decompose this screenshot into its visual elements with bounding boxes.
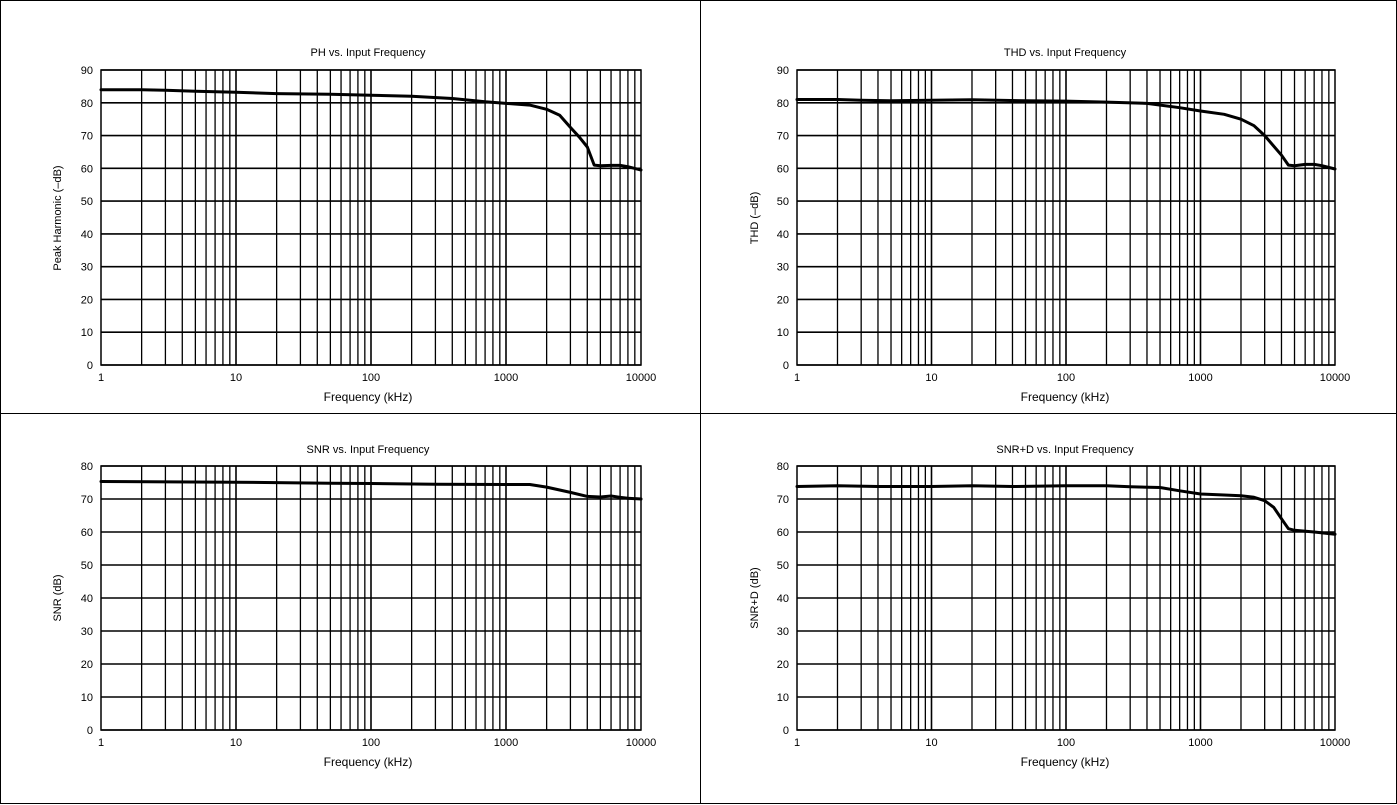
chart-svg-snr: SNR vs. Input Frequency Frequency (kHz) … [52,444,657,769]
y-tick-label: 30 [81,262,93,274]
x-tick-label: 10 [230,372,242,384]
y-tick-label: 50 [777,196,789,208]
y-tick-label: 60 [81,163,93,175]
y-tick-label: 40 [81,229,93,241]
chart-title: PH vs. Input Frequency [311,47,426,59]
y-tick-label: 20 [81,659,93,671]
x-tick-label: 1 [794,737,800,749]
x-tick-label: 10000 [626,372,657,384]
plot-frame [100,465,642,731]
y-tick-label: 30 [777,262,789,274]
x-tick-label: 100 [362,372,380,384]
y-tick-label: 0 [783,725,789,737]
y-axis-label: Peak Harmonic (–dB) [52,165,64,270]
x-axis-label: Frequency (kHz) [1021,755,1110,769]
y-tick-label: 10 [777,327,789,339]
plot-frame [796,69,1336,366]
chart-title: THD vs. Input Frequency [1004,47,1127,59]
series-line [99,480,643,501]
series-line [795,484,1337,536]
chart-panel-peak-harmonic: PH vs. Input Frequency Frequency (kHz) P… [0,0,701,414]
x-tick-label: 1000 [494,737,518,749]
plot-frame [796,465,1336,731]
y-tick-label: 50 [81,196,93,208]
x-tick-label: 1 [98,372,104,384]
y-tick-label: 90 [777,65,789,77]
y-axis-label: THD (–dB) [749,192,761,245]
y-tick-label: 50 [81,560,93,572]
y-tick-label: 70 [81,131,93,143]
y-tick-label: 80 [81,98,93,110]
y-tick-label: 10 [81,692,93,704]
y-tick-label: 70 [777,494,789,506]
y-tick-label: 0 [87,725,93,737]
x-tick-label: 100 [362,737,380,749]
chart-panel-snr-d: SNR+D vs. Input Frequency Frequency (kHz… [700,413,1397,804]
x-tick-label: 10000 [626,737,657,749]
y-tick-label: 80 [777,98,789,110]
y-tick-label: 10 [777,692,789,704]
y-tick-label: 60 [81,527,93,539]
y-tick-label: 0 [87,360,93,372]
chart-svg-thd: THD vs. Input Frequency Frequency (kHz) … [749,47,1351,404]
y-tick-label: 80 [777,461,789,473]
x-tick-label: 10 [925,737,937,749]
series-line [99,88,643,172]
x-axis-label: Frequency (kHz) [324,755,413,769]
series-line [795,98,1337,171]
y-tick-label: 70 [81,494,93,506]
grid-lines [797,69,1335,366]
x-tick-label: 10000 [1320,372,1351,384]
chart-svg-peak-harmonic: PH vs. Input Frequency Frequency (kHz) P… [52,47,657,404]
y-tick-label: 40 [777,593,789,605]
y-tick-label: 70 [777,131,789,143]
y-axis-label: SNR (dB) [52,574,64,621]
x-axis-label: Frequency (kHz) [324,390,413,404]
x-tick-label: 100 [1057,372,1075,384]
y-tick-label: 90 [81,65,93,77]
grid-lines [101,465,641,731]
chart-svg-snr-d: SNR+D vs. Input Frequency Frequency (kHz… [749,444,1351,769]
x-tick-label: 10 [925,372,937,384]
x-tick-label: 1000 [494,372,518,384]
y-tick-label: 0 [783,360,789,372]
grid-lines [797,465,1335,731]
y-tick-label: 80 [81,461,93,473]
x-axis-label: Frequency (kHz) [1021,390,1110,404]
y-axis-label: SNR+D (dB) [749,567,761,628]
chart-title: SNR vs. Input Frequency [307,444,430,456]
x-tick-label: 1000 [1188,737,1212,749]
y-tick-label: 40 [81,593,93,605]
y-tick-label: 30 [777,626,789,638]
x-tick-label: 1 [98,737,104,749]
y-tick-label: 20 [777,294,789,306]
x-tick-label: 1000 [1188,372,1212,384]
y-tick-label: 50 [777,560,789,572]
x-tick-label: 10000 [1320,737,1351,749]
y-tick-label: 60 [777,527,789,539]
chart-title: SNR+D vs. Input Frequency [996,444,1134,456]
plot-frame [100,69,642,366]
y-tick-label: 40 [777,229,789,241]
x-tick-label: 100 [1057,737,1075,749]
y-tick-label: 20 [777,659,789,671]
chart-panel-thd: THD vs. Input Frequency Frequency (kHz) … [700,0,1397,414]
y-tick-label: 30 [81,626,93,638]
y-tick-label: 60 [777,163,789,175]
x-tick-label: 10 [230,737,242,749]
y-tick-label: 10 [81,327,93,339]
chart-panel-snr: SNR vs. Input Frequency Frequency (kHz) … [0,413,701,804]
y-tick-label: 20 [81,294,93,306]
x-tick-label: 1 [794,372,800,384]
